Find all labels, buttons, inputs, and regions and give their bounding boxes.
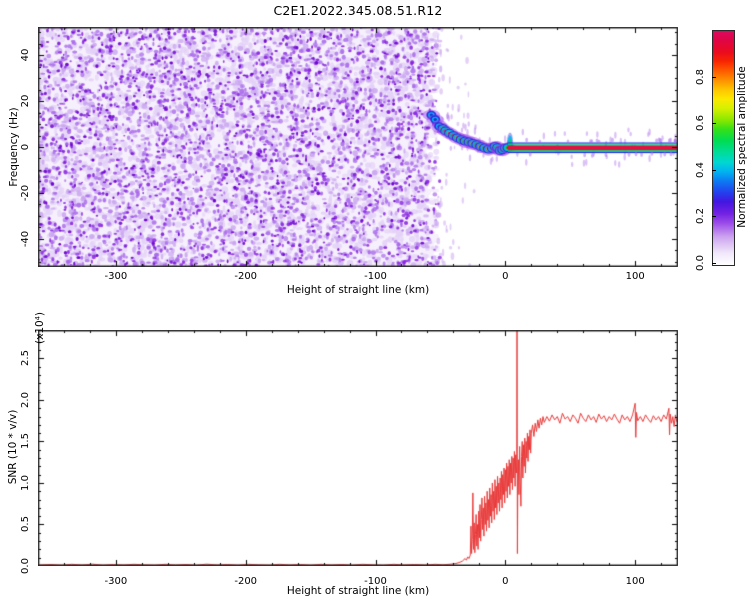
x-tick-label: -200 bbox=[234, 576, 258, 587]
x-tick-label: 100 bbox=[625, 271, 645, 282]
x-tick-label: 0 bbox=[502, 271, 509, 282]
y-tick-label: -20 bbox=[20, 184, 31, 201]
colorbar-gradient bbox=[712, 30, 735, 266]
x-tick-label: -300 bbox=[104, 576, 128, 587]
snr-canvas bbox=[38, 330, 678, 566]
y-tick-label: 0 bbox=[20, 143, 31, 151]
y-tick-label: 1.0 bbox=[20, 475, 31, 491]
y-tick-label: 1.5 bbox=[20, 433, 31, 450]
snr-ylabel-scale: (x10⁴) bbox=[34, 312, 46, 344]
colorbar-tick bbox=[712, 216, 716, 217]
snr-ylabel: SNR (10 * v/v) bbox=[7, 409, 19, 485]
colorbar-label: Normalized spectral amplitude bbox=[736, 66, 748, 228]
colorbar-tick-label: 0.4 bbox=[695, 161, 706, 178]
x-tick-label: 100 bbox=[625, 576, 645, 587]
colorbar-tick bbox=[712, 77, 716, 78]
snr-xlabel: Height of straight line (km) bbox=[286, 585, 430, 597]
x-tick-label: -100 bbox=[364, 576, 387, 587]
colorbar-tick-label: 0.8 bbox=[695, 68, 706, 85]
y-tick-label: 2.5 bbox=[20, 350, 31, 367]
x-tick-label: -100 bbox=[364, 271, 387, 282]
y-tick-label: -40 bbox=[20, 230, 31, 247]
spectrogram-canvas bbox=[38, 27, 678, 267]
colorbar-tick-label: 0.6 bbox=[695, 115, 706, 132]
colorbar-tick-label: 0.2 bbox=[695, 208, 706, 225]
colorbar-tick bbox=[712, 263, 716, 264]
y-tick-label: 40 bbox=[20, 49, 31, 62]
colorbar-tick-label: 0.0 bbox=[695, 255, 706, 271]
y-tick-label: 2.0 bbox=[20, 392, 31, 408]
spectrogram-xlabel: Height of straight line (km) bbox=[286, 284, 430, 296]
y-tick-label: 0.0 bbox=[20, 558, 31, 574]
y-tick-label: 0.5 bbox=[20, 516, 31, 533]
colorbar-tick bbox=[712, 123, 716, 124]
x-tick-label: -300 bbox=[104, 271, 128, 282]
x-tick-label: 0 bbox=[502, 576, 509, 587]
plot-title: C2E1.2022.345.08.51.R12 bbox=[273, 3, 443, 18]
y-tick-label: 20 bbox=[20, 94, 31, 108]
x-tick-label: -200 bbox=[234, 271, 258, 282]
spectrogram-ylabel: Frequency (Hz) bbox=[8, 107, 20, 187]
colorbar-tick bbox=[712, 170, 716, 171]
